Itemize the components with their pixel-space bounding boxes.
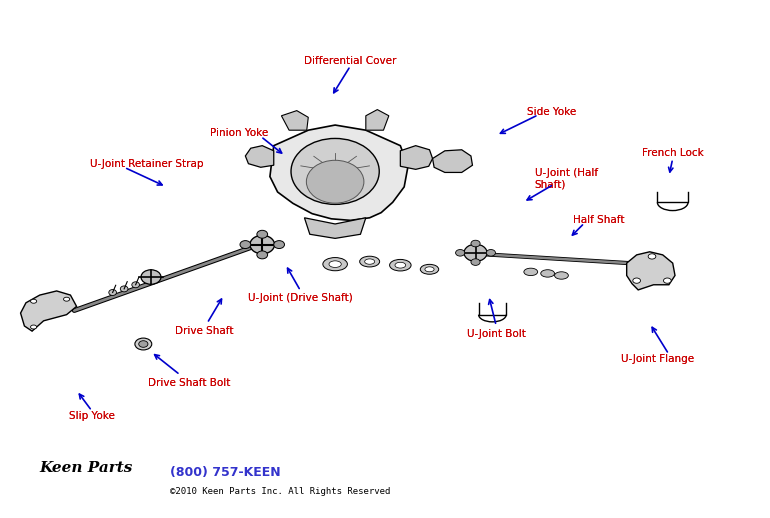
Ellipse shape bbox=[240, 241, 251, 249]
Text: U-Joint Retainer Strap: U-Joint Retainer Strap bbox=[89, 159, 203, 169]
Ellipse shape bbox=[456, 250, 465, 256]
Ellipse shape bbox=[420, 264, 439, 274]
Ellipse shape bbox=[365, 259, 375, 264]
Text: Side Yoke: Side Yoke bbox=[527, 107, 576, 117]
Text: Pinion Yoke: Pinion Yoke bbox=[210, 128, 269, 138]
Text: Keen Parts: Keen Parts bbox=[40, 461, 133, 474]
Ellipse shape bbox=[64, 297, 69, 301]
Text: Half Shaft: Half Shaft bbox=[573, 215, 624, 225]
Polygon shape bbox=[281, 111, 308, 130]
Text: U-Joint (Half
Shaft): U-Joint (Half Shaft) bbox=[534, 168, 598, 190]
Ellipse shape bbox=[390, 260, 411, 271]
Polygon shape bbox=[246, 146, 274, 167]
Text: Drive Shaft Bolt: Drive Shaft Bolt bbox=[148, 378, 230, 387]
Text: U-Joint (Drive Shaft): U-Joint (Drive Shaft) bbox=[248, 293, 353, 303]
Text: U-Joint (Drive Shaft): U-Joint (Drive Shaft) bbox=[248, 293, 353, 303]
Polygon shape bbox=[304, 218, 366, 238]
Ellipse shape bbox=[120, 286, 128, 292]
Text: U-Joint Flange: U-Joint Flange bbox=[621, 354, 694, 365]
Text: U-Joint Bolt: U-Joint Bolt bbox=[467, 329, 526, 339]
Ellipse shape bbox=[31, 299, 37, 303]
Text: Side Yoke: Side Yoke bbox=[527, 107, 576, 117]
Ellipse shape bbox=[257, 251, 268, 259]
Ellipse shape bbox=[633, 278, 641, 283]
Ellipse shape bbox=[329, 261, 341, 267]
Ellipse shape bbox=[425, 267, 434, 272]
Text: U-Joint Bolt: U-Joint Bolt bbox=[467, 329, 526, 339]
Ellipse shape bbox=[109, 290, 116, 295]
Text: ©2010 Keen Parts Inc. All Rights Reserved: ©2010 Keen Parts Inc. All Rights Reserve… bbox=[170, 487, 390, 496]
Ellipse shape bbox=[541, 270, 554, 277]
Ellipse shape bbox=[139, 341, 148, 347]
Ellipse shape bbox=[323, 257, 347, 271]
Polygon shape bbox=[366, 110, 389, 130]
Text: Half Shaft: Half Shaft bbox=[573, 215, 624, 225]
Ellipse shape bbox=[471, 259, 480, 265]
Polygon shape bbox=[270, 125, 408, 220]
Ellipse shape bbox=[471, 240, 480, 247]
Polygon shape bbox=[433, 150, 473, 172]
Ellipse shape bbox=[274, 241, 284, 249]
Ellipse shape bbox=[291, 138, 380, 205]
Ellipse shape bbox=[524, 268, 537, 276]
Ellipse shape bbox=[135, 338, 152, 350]
Ellipse shape bbox=[648, 254, 656, 259]
Ellipse shape bbox=[132, 282, 139, 287]
Text: Drive Shaft Bolt: Drive Shaft Bolt bbox=[148, 378, 230, 387]
Text: Drive Shaft: Drive Shaft bbox=[176, 326, 234, 336]
Text: Slip Yoke: Slip Yoke bbox=[69, 411, 115, 421]
Text: French Lock: French Lock bbox=[642, 148, 704, 159]
Text: Slip Yoke: Slip Yoke bbox=[69, 411, 115, 421]
Text: Differential Cover: Differential Cover bbox=[304, 55, 397, 66]
Text: Differential Cover: Differential Cover bbox=[304, 55, 397, 66]
Ellipse shape bbox=[664, 278, 671, 283]
Ellipse shape bbox=[250, 235, 275, 254]
Polygon shape bbox=[627, 252, 675, 290]
Text: Drive Shaft: Drive Shaft bbox=[176, 326, 234, 336]
Ellipse shape bbox=[554, 272, 568, 279]
Polygon shape bbox=[21, 291, 76, 331]
Text: U-Joint Flange: U-Joint Flange bbox=[621, 354, 694, 365]
Ellipse shape bbox=[464, 244, 487, 262]
Ellipse shape bbox=[31, 325, 37, 329]
Text: U-Joint Retainer Strap: U-Joint Retainer Strap bbox=[89, 159, 203, 169]
Text: (800) 757-KEEN: (800) 757-KEEN bbox=[170, 466, 281, 479]
Text: U-Joint (Half
Shaft): U-Joint (Half Shaft) bbox=[534, 168, 598, 190]
Polygon shape bbox=[400, 146, 433, 169]
Ellipse shape bbox=[257, 231, 268, 238]
Ellipse shape bbox=[141, 270, 161, 284]
Ellipse shape bbox=[487, 250, 495, 256]
Ellipse shape bbox=[306, 160, 364, 203]
Ellipse shape bbox=[395, 262, 406, 268]
Text: French Lock: French Lock bbox=[642, 148, 704, 159]
Text: Pinion Yoke: Pinion Yoke bbox=[210, 128, 269, 138]
Ellipse shape bbox=[360, 256, 380, 267]
